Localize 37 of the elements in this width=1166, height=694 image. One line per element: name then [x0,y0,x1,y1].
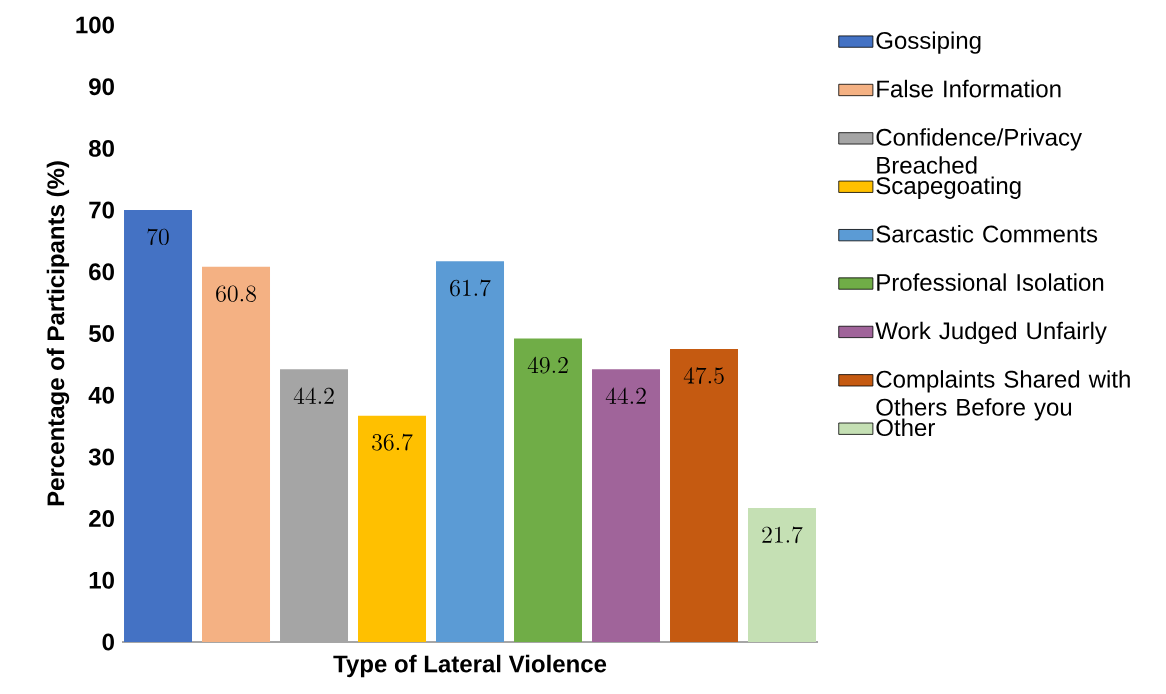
data-label: 44.2 [605,387,646,404]
y-tick-label: 70 [89,201,114,219]
y-tick-label: 90 [89,78,114,96]
data-label: 49.2 [527,356,568,374]
y-tick-label: 40 [88,386,114,404]
data-label: 70 [147,228,169,246]
data-label: 60.8 [216,285,256,302]
bar [592,369,661,642]
y-tick-label: 100 [76,16,114,34]
x-axis-title: Type of Lateral Violence [333,654,607,678]
y-tick-label: 10 [89,571,114,589]
y-tick-label: 60 [89,263,114,281]
data-label: 61 .7 [450,279,491,297]
legend-label: False Information [877,79,1061,98]
bar [358,415,427,642]
legend-label: Confidence/Privacy Breached [876,128,1082,174]
data-label: 47.5 [683,367,724,384]
y-tick-label: 30 [88,448,114,466]
legend-label: Professional Isolation [877,273,1104,291]
legend-label: Scapegoating [876,176,1021,199]
bar [670,348,739,642]
bar [124,210,193,642]
y-tick-label: 80 [89,139,114,157]
legend-label: Work Judged Unfairly [875,321,1107,345]
y-tick-label: 50 [89,324,114,342]
y-tick-label: 0 [102,633,114,651]
data-label: 21 .7 [762,526,803,544]
legend-label: Gossiping [876,31,981,54]
data-label: 36.7 [372,433,413,451]
legend-label: Sarcastic Comments [876,224,1098,243]
bar [436,261,505,642]
bar [202,266,271,642]
y-tick-label: 20 [89,510,114,528]
bar [514,338,583,642]
y-axis-title: Percentage of Participants (%) [46,161,70,506]
data-label: 44.2 [293,387,334,404]
bar [748,508,817,642]
